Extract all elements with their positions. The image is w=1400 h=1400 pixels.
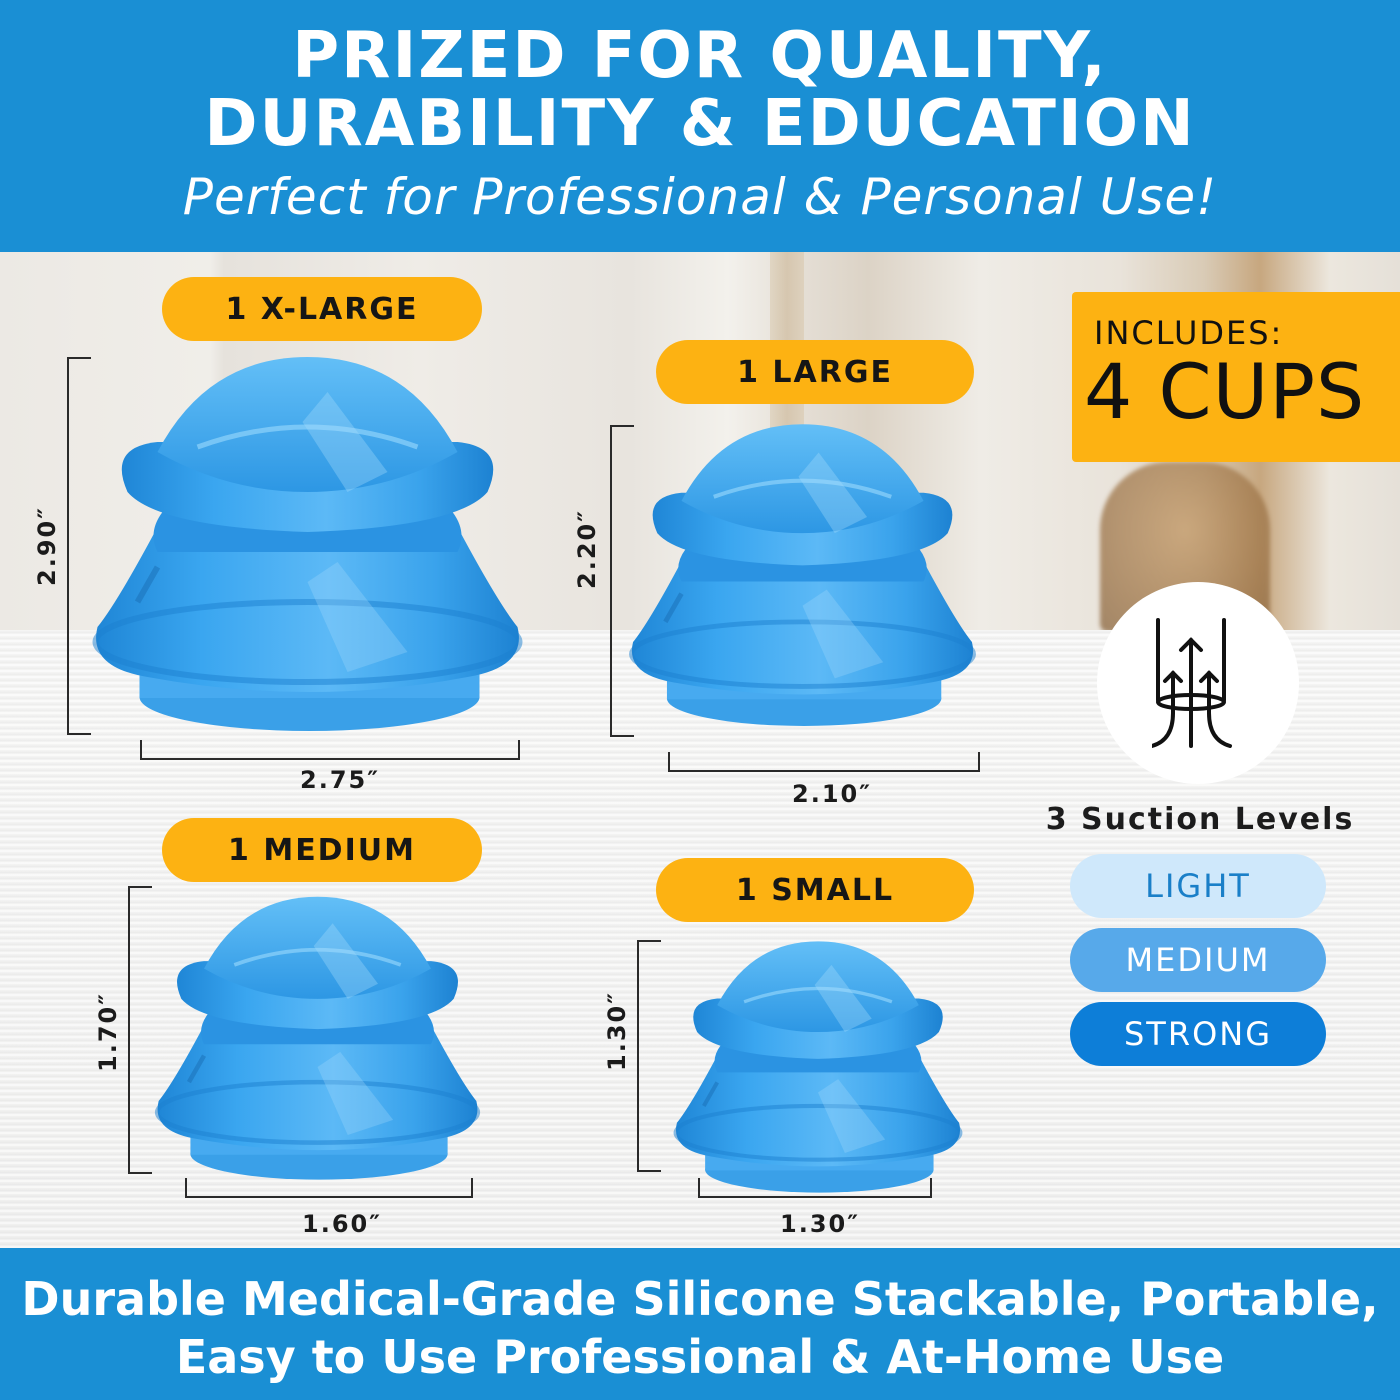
height-value-medium: 1.70″ xyxy=(94,992,122,1072)
suction-level-label: LIGHT xyxy=(1145,867,1251,905)
width-value-large: 2.10″ xyxy=(792,780,872,808)
width-value-x-large: 2.75″ xyxy=(300,766,380,794)
suction-level-strong: STRONG xyxy=(1070,1002,1326,1066)
height-dimension-small xyxy=(637,940,661,1172)
includes-badge: INCLUDES: 4 CUPS xyxy=(1072,292,1400,462)
suction-level-label: STRONG xyxy=(1123,1015,1272,1053)
height-value-small: 1.30″ xyxy=(603,991,631,1071)
header-banner: PRIZED FOR QUALITY, DURABILITY & EDUCATI… xyxy=(0,0,1400,252)
headline-line-1: PRIZED FOR QUALITY, xyxy=(292,19,1108,93)
cup-x-large-image xyxy=(85,352,530,742)
suction-arrows-icon xyxy=(1152,618,1232,748)
cup-label-x-large: 1 X-LARGE xyxy=(162,277,482,341)
width-value-medium: 1.60″ xyxy=(302,1210,382,1238)
height-dimension-x-large xyxy=(67,357,91,735)
width-dimension-medium xyxy=(185,1178,473,1198)
footer-banner: Durable Medical-Grade Silicone Stackable… xyxy=(0,1248,1400,1400)
width-value-small: 1.30″ xyxy=(780,1210,860,1238)
suction-level-label: MEDIUM xyxy=(1125,941,1271,979)
cup-label-large: 1 LARGE xyxy=(656,340,974,404)
width-dimension-x-large xyxy=(140,740,520,760)
width-dimension-large xyxy=(668,752,980,772)
footer-line-2: Easy to Use Professional & At-Home Use xyxy=(175,1330,1225,1384)
height-dimension-large xyxy=(610,425,634,737)
suction-levels-title: 3 Suction Levels xyxy=(1045,802,1355,837)
includes-count: 4 CUPS xyxy=(1084,347,1366,436)
cup-label-text: 1 X-LARGE xyxy=(225,291,419,327)
cup-label-text: 1 SMALL xyxy=(735,872,895,908)
cup-label-text: 1 LARGE xyxy=(737,354,893,390)
headline-line-2: DURABILITY & EDUCATION xyxy=(204,87,1196,161)
includes-label: INCLUDES: xyxy=(1094,314,1284,352)
cup-label-medium: 1 MEDIUM xyxy=(162,818,482,882)
cup-small-image xyxy=(668,938,968,1200)
suction-level-medium: MEDIUM xyxy=(1070,928,1326,992)
height-value-x-large: 2.90″ xyxy=(33,506,61,586)
height-value-large: 2.20″ xyxy=(573,509,601,589)
subheadline: Perfect for Professional & Personal Use! xyxy=(182,168,1218,226)
cup-label-text: 1 MEDIUM xyxy=(228,832,416,868)
suction-icon-badge xyxy=(1097,582,1299,784)
cup-medium-image xyxy=(150,893,485,1188)
cup-label-small: 1 SMALL xyxy=(656,858,974,922)
cup-large-image xyxy=(625,420,980,735)
footer-line-1: Durable Medical-Grade Silicone Stackable… xyxy=(21,1272,1379,1326)
suction-level-light: LIGHT xyxy=(1070,854,1326,918)
height-dimension-medium xyxy=(128,886,152,1174)
width-dimension-small xyxy=(698,1178,932,1198)
